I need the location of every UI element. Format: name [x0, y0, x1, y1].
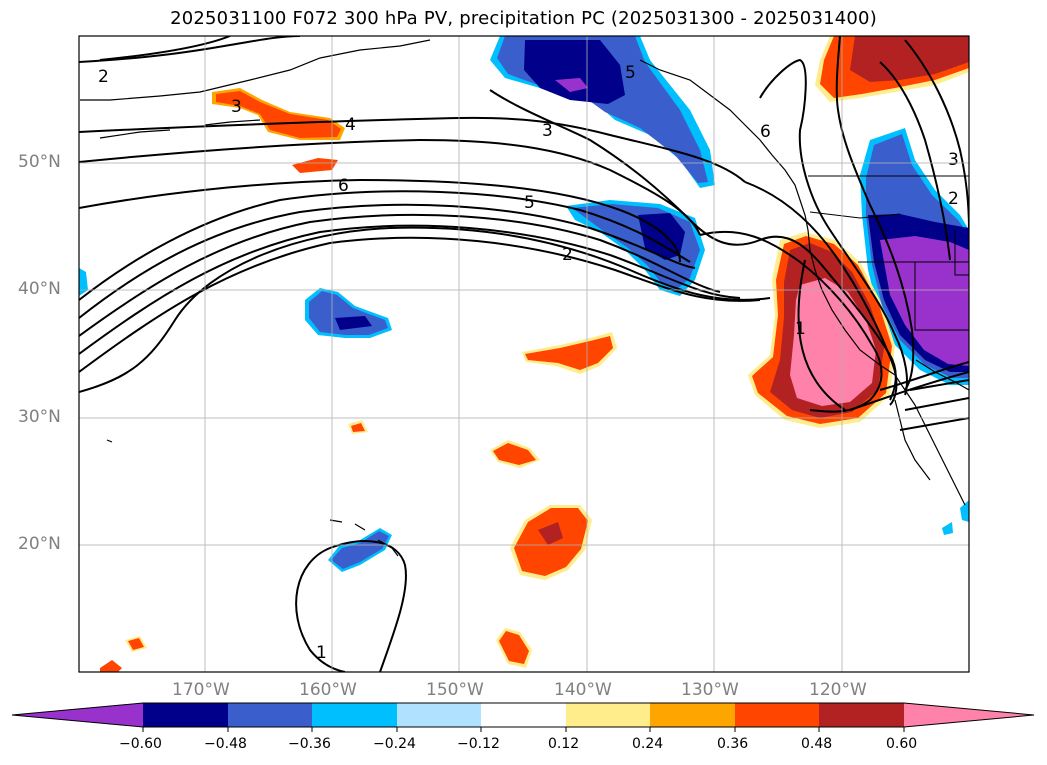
lon-label-140w: 140°W: [554, 680, 612, 700]
colorbar-tick-label: −0.36: [288, 736, 331, 752]
colorbar-bin: [228, 703, 312, 727]
lon-label-160w: 160°W: [299, 680, 357, 700]
negative-anomaly-hawaii-core: [331, 531, 389, 569]
lat-label-40n: 40°N: [18, 279, 61, 299]
lon-label-170w: 170°W: [172, 680, 230, 700]
positive-anomaly-small-1: [292, 158, 338, 173]
colorbar-tick-label: −0.24: [373, 736, 416, 752]
lon-label-120w: 120°W: [809, 680, 867, 700]
colorbar-tick-label: 0.12: [548, 736, 580, 752]
lat-label-20n: 20°N: [18, 534, 61, 554]
contour-label: 3: [231, 97, 242, 117]
contour-label: 6: [338, 176, 349, 196]
contour-label: 1: [316, 643, 327, 663]
colorbar: [11, 702, 1035, 732]
gridlines: [79, 36, 969, 672]
contour-label: 6: [760, 122, 771, 142]
contour-label: 1: [795, 319, 806, 339]
contour-label: 5: [524, 193, 535, 213]
positive-anomaly-small-4-core: [128, 638, 144, 650]
colorbar-over-arrow: [904, 703, 1034, 727]
contour-label: 2: [98, 67, 109, 87]
contour-label: 4: [345, 115, 356, 135]
colorbar-tick-label: −0.48: [204, 736, 247, 752]
colorbar-tick-label: 0.24: [632, 736, 664, 752]
colorbar-bin: [312, 703, 397, 727]
lon-label-150w: 150°W: [426, 680, 484, 700]
negative-anomaly-small-se-2: [942, 522, 953, 535]
pv-contours: [79, 36, 969, 672]
colorbar-bin: [143, 703, 228, 727]
political-borders: [808, 175, 969, 331]
colorbar-tick-label: 0.48: [801, 736, 833, 752]
colorbar-bin: [650, 703, 735, 727]
positive-anomaly-small-3-core: [499, 631, 529, 664]
colorbar-tick-label: −0.12: [457, 736, 500, 752]
positive-anomaly-subtropical-2-core: [493, 443, 536, 465]
colorbar-bin: [566, 703, 650, 727]
contour-label: 3: [542, 121, 553, 141]
colorbar-bin: [397, 703, 481, 727]
positive-anomaly-subtropical-3-red: [538, 522, 563, 545]
colorbar-tick-label: 0.36: [717, 736, 749, 752]
contour-label: 5: [625, 63, 636, 83]
positive-anomaly-small-5: [100, 660, 122, 672]
colorbar-tick-label: −0.60: [119, 736, 162, 752]
colorbar-tick-label: 0.60: [886, 736, 918, 752]
contour-label: 3: [948, 150, 959, 170]
negative-anomaly-gulf-alaska-purple: [555, 78, 588, 92]
colorbar-under-arrow: [12, 703, 143, 727]
negative-anomaly-small-edge: [79, 268, 88, 296]
lat-label-50n: 50°N: [18, 152, 61, 172]
negative-anomaly-gulf-alaska-dark: [524, 40, 625, 104]
positive-anomaly-aleutian-core: [216, 91, 341, 138]
negative-anomaly-central-pacific-dark: [335, 316, 372, 330]
map-title: 2025031100 F072 300 hPa PV, precipitatio…: [170, 8, 877, 29]
lat-label-30n: 30°N: [18, 407, 61, 427]
colorbar-bin: [819, 703, 904, 727]
lon-label-130w: 130°W: [681, 680, 739, 700]
negative-anomaly-small-se: [960, 500, 969, 522]
colorbar-bin: [481, 703, 566, 727]
contour-label: 2: [948, 189, 959, 209]
negative-anomaly-interior-west-purple: [880, 236, 969, 366]
positive-anomaly-subtropical-1-core: [525, 336, 613, 370]
contour-label: 2: [562, 245, 573, 265]
map-frame: [78, 35, 970, 673]
positive-anomaly-british-columbia-red: [850, 36, 969, 82]
colorbar-bin: [735, 703, 819, 727]
positive-anomaly-small-2-core: [351, 423, 365, 432]
